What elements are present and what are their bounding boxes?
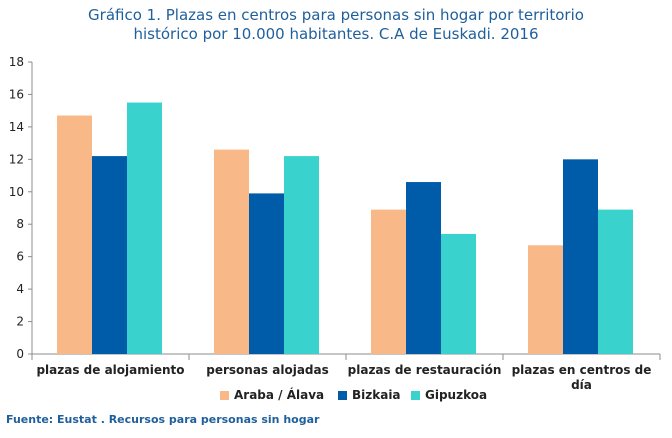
y-tick-label: 0 [16,347,24,361]
bar-araba-lava-2 [371,209,406,354]
y-tick-label: 16 [9,87,24,101]
chart-title-line-2: histórico por 10.000 habitantes. C.A de … [133,25,539,43]
y-tick-label: 6 [16,250,24,264]
legend-item-araba: Araba / Álava [220,385,324,405]
legend-label-araba: Araba / Álava [234,388,325,402]
y-tick-label: 2 [16,315,24,329]
bar-araba-lava-1 [214,149,249,354]
bar-gipuzkoa-3 [598,209,633,354]
bar-bizkaia-1 [249,193,284,354]
legend-label-bizkaia: Bizkaia [352,388,401,402]
bar-araba-lava-3 [528,245,563,354]
x-tick-label: día [571,378,592,392]
y-tick-label: 18 [9,55,24,69]
bar-gipuzkoa-0 [127,102,162,354]
y-tick-label: 10 [9,185,24,199]
bar-bizkaia-2 [406,182,441,354]
legend-label-gipuzkoa: Gipuzkoa [425,388,488,402]
bar-bizkaia-0 [92,156,127,354]
chart-title-line-1: Gráfico 1. Plazas en centros para person… [88,6,584,24]
legend: Araba / Álava Bizkaia Gipuzkoa [0,385,672,405]
x-tick-label: plazas de alojamiento [36,363,184,377]
bar-gipuzkoa-1 [284,156,319,354]
bar-bizkaia-3 [563,159,598,354]
legend-swatch-bizkaia [338,390,347,400]
chart-title: Gráfico 1. Plazas en centros para person… [0,6,672,44]
legend-swatch-araba [220,390,229,400]
y-tick-label: 8 [16,217,24,231]
legend-item-gipuzkoa: Gipuzkoa [411,385,487,405]
x-tick-label: plazas en centros de [512,363,652,377]
y-tick-label: 4 [16,282,24,296]
legend-item-bizkaia: Bizkaia [338,385,401,405]
source-note: Fuente: Eustat . Recursos para personas … [6,413,320,426]
bar-araba-lava-0 [57,115,92,355]
y-tick-label: 12 [9,152,24,166]
x-tick-label: personas alojadas [206,363,329,377]
x-tick-label: plazas de restauración [348,363,502,377]
legend-swatch-gipuzkoa [411,390,420,400]
bar-gipuzkoa-2 [441,233,476,354]
y-tick-label: 14 [9,120,24,134]
